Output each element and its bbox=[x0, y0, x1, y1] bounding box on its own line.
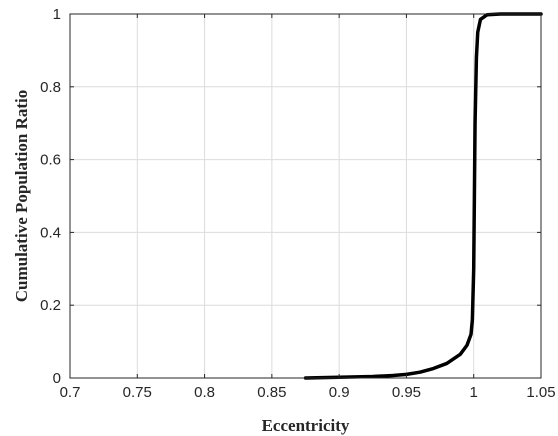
y-tick-label: 0 bbox=[53, 370, 61, 387]
x-tick-label: 0.95 bbox=[392, 384, 421, 401]
y-tick-label: 0.2 bbox=[40, 297, 61, 314]
axes-frame bbox=[69, 13, 542, 379]
x-tick-label: 0.75 bbox=[123, 384, 152, 401]
y-tick-label: 0.6 bbox=[40, 152, 61, 169]
y-tick-label: 0.8 bbox=[40, 79, 61, 96]
y-tick-label: 1 bbox=[53, 6, 61, 23]
y-tick-label: 0.4 bbox=[40, 224, 61, 241]
x-tick-label: 0.9 bbox=[329, 384, 350, 401]
x-axis: 0.7 0.75 0.8 0.85 0.9 0.95 1 1.05 bbox=[60, 14, 556, 401]
x-tick-label: 0.7 bbox=[60, 384, 81, 401]
cdf-series-line bbox=[303, 12, 543, 380]
plot-area bbox=[303, 12, 543, 380]
x-tick-label: 0.8 bbox=[194, 384, 215, 401]
x-axis-title: Eccentricity bbox=[262, 416, 350, 435]
y-axis-title: Cumulative Population Ratio bbox=[12, 90, 31, 303]
y-axis: 0 0.2 0.4 0.6 0.8 1 bbox=[40, 6, 541, 387]
x-tick-label: 0.85 bbox=[257, 384, 286, 401]
x-tick-label: 1 bbox=[470, 384, 478, 401]
x-tick-label: 1.05 bbox=[526, 384, 555, 401]
